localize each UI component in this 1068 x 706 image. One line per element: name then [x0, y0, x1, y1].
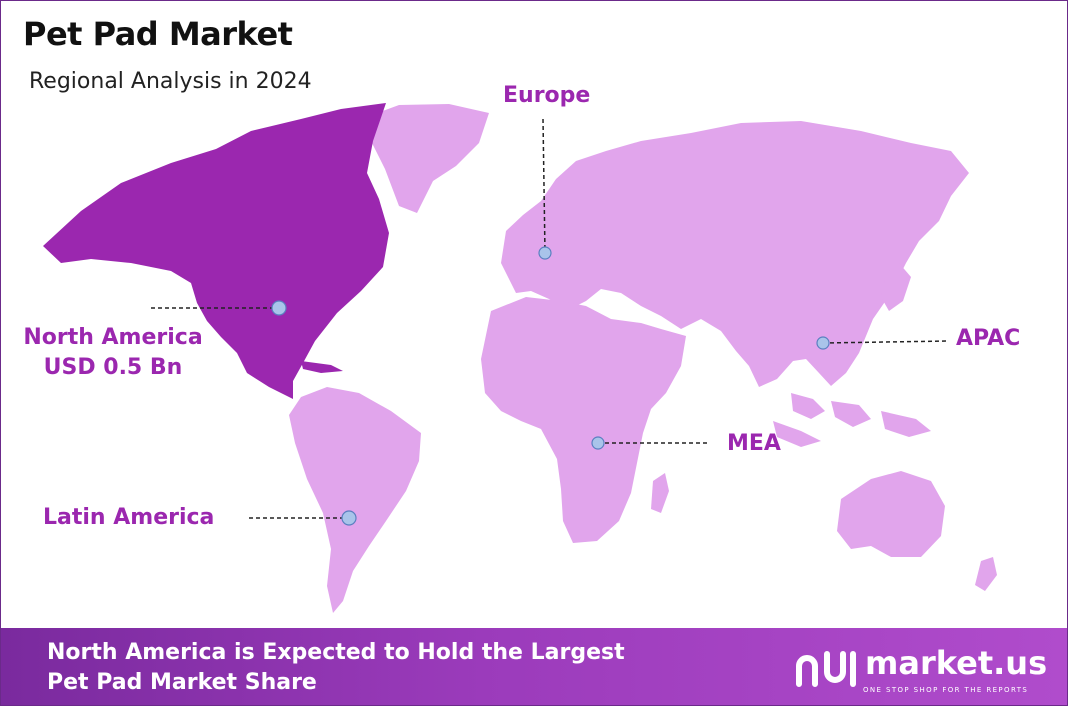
south-america-shape — [289, 387, 421, 613]
logo-tagline: ONE STOP SHOP FOR THE REPORTS — [863, 686, 1029, 694]
logo-wordmark: market.us — [865, 644, 1048, 682]
page-subtitle: Regional Analysis in 2024 — [29, 69, 312, 94]
apac-label: APAC — [956, 326, 1021, 351]
banner-line-1: North America is Expected to Hold the La… — [47, 640, 625, 665]
africa-shape — [481, 297, 686, 543]
apac-leader — [822, 340, 950, 344]
banner-line-2: Pet Pad Market Share — [47, 670, 317, 695]
north-america-name: North America — [23, 325, 203, 350]
caribbean-shape — [301, 361, 343, 373]
logo-mark-icon — [796, 651, 856, 687]
europe-leader — [542, 118, 546, 254]
eurasia-shape — [501, 121, 969, 387]
greenland-shape — [361, 104, 489, 213]
north-america-label: North America USD 0.5 Bn — [19, 323, 207, 383]
mea-marker — [591, 436, 605, 450]
world-map — [43, 103, 997, 613]
north-america-shape — [43, 103, 389, 399]
australia-shape — [837, 471, 945, 557]
japan-shape — [881, 263, 911, 311]
page-title: Pet Pad Market — [23, 15, 293, 53]
latin-america-marker — [341, 510, 357, 526]
new-zealand-shape — [975, 557, 997, 591]
mea-label: MEA — [727, 431, 781, 456]
sea-islands-shape — [773, 393, 931, 447]
apac-marker — [816, 336, 830, 350]
madagascar-shape — [651, 473, 669, 513]
banner-headline: North America is Expected to Hold the La… — [47, 638, 625, 698]
footer-banner: North America is Expected to Hold the La… — [1, 628, 1067, 705]
europe-marker — [538, 246, 552, 260]
latin-america-label: Latin America — [43, 505, 215, 530]
europe-label: Europe — [503, 83, 591, 108]
north-america-value: USD 0.5 Bn — [43, 355, 183, 380]
north-america-marker — [271, 300, 287, 316]
market-us-logo: market.us ONE STOP SHOP FOR THE REPORTS — [793, 644, 1047, 700]
